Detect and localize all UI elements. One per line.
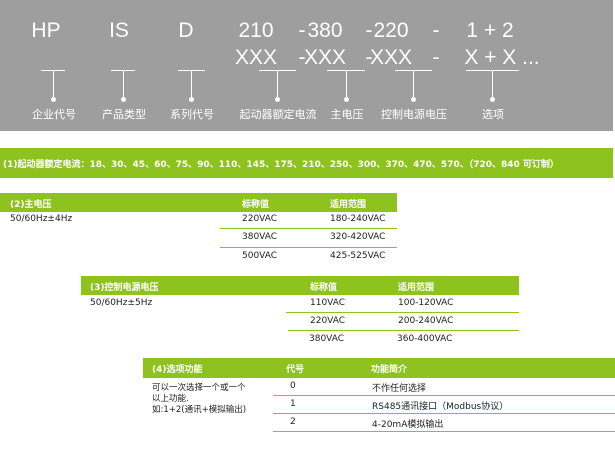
cell: 380VAC [242,232,278,242]
cell: 360-400VAC [397,334,453,344]
section4-col-description: 功能简介 [371,365,408,375]
code-options: 1 + 2 [466,19,514,42]
section4-note: 以上功能. [152,394,189,404]
code-dash: - [432,19,440,42]
section3-title: (3)控制电源电压 [90,283,159,293]
label-control-voltage: 控制电源电压 [381,108,447,121]
section2-frequency: 50/60Hz±4Hz [10,214,73,224]
label-company-code: 企业代号 [32,108,76,121]
cell: 380VAC [309,334,345,344]
rated-current-list: (1)起动器额定电流：18、30、45、60、75、90、110、145、175… [3,160,559,170]
model-code-banner: HP IS D 210 - 380 - 220 - 1 + 2 XXX - XX… [0,0,613,131]
code-type: IS [109,19,129,42]
code-control-voltage: 220 [373,19,409,42]
code-dash: - [365,46,373,69]
section3-frequency: 50/60Hz±5Hz [90,298,153,308]
label-rated-current: 起动器额定电流 [239,108,317,121]
label-main-voltage: 主电压 [330,108,364,121]
label-series-code: 系列代号 [170,108,214,121]
cell: 0 [290,381,296,391]
section2-title: (2)主电压 [10,200,52,210]
cell: 220VAC [310,316,346,326]
section4-col-code: 代号 [286,365,305,375]
code-series: D [178,19,194,42]
code-placeholder: XXX [303,46,347,69]
cell: 1 [290,399,296,409]
section2-col-nominal: 标称值 [242,200,270,210]
code-placeholder: X + X ... [464,46,540,69]
cell: 220VAC [242,214,278,224]
code-company: HP [31,19,61,42]
cell: 320-420VAC [330,232,386,242]
cell: 500VAC [242,251,278,261]
cell: 4-20mA模拟输出 [372,420,444,430]
section4-header [143,358,615,378]
cell: 200-240VAC [398,316,454,326]
code-dash: - [365,19,373,42]
cell: 2 [290,417,296,427]
code-dash: - [432,46,440,69]
section1-bar: (1)起动器额定电流：18、30、45、60、75、90、110、145、175… [0,148,613,178]
section3-col-nominal: 标称值 [310,283,338,293]
cell: 不作任何选择 [372,384,427,394]
section2-header [0,193,397,212]
cell: 100-120VAC [398,298,454,308]
code-placeholder: XXX [234,46,278,69]
code-main-voltage: 380 [307,19,343,42]
label-product-type: 产品类型 [102,108,146,121]
cell: 110VAC [310,298,346,308]
label-options: 选项 [482,108,504,121]
code-current: 210 [238,19,274,42]
section4-title: (4)选项功能 [152,365,203,375]
section4-note: 可以一次选择一个或一个 [152,383,246,393]
section4-note: 如:1+2(通讯+模拟输出) [152,405,247,415]
cell: 180-240VAC [330,214,386,224]
cell: 425-525VAC [330,251,386,261]
section2-col-range: 适用范围 [330,200,367,210]
section3-header [81,276,519,295]
section3-col-range: 适用范围 [398,283,435,293]
code-placeholder: XXX [369,46,413,69]
code-dash: - [298,19,306,42]
code-dash: - [298,46,306,69]
cell: RS485通讯接口（Modbus协议） [372,402,509,412]
